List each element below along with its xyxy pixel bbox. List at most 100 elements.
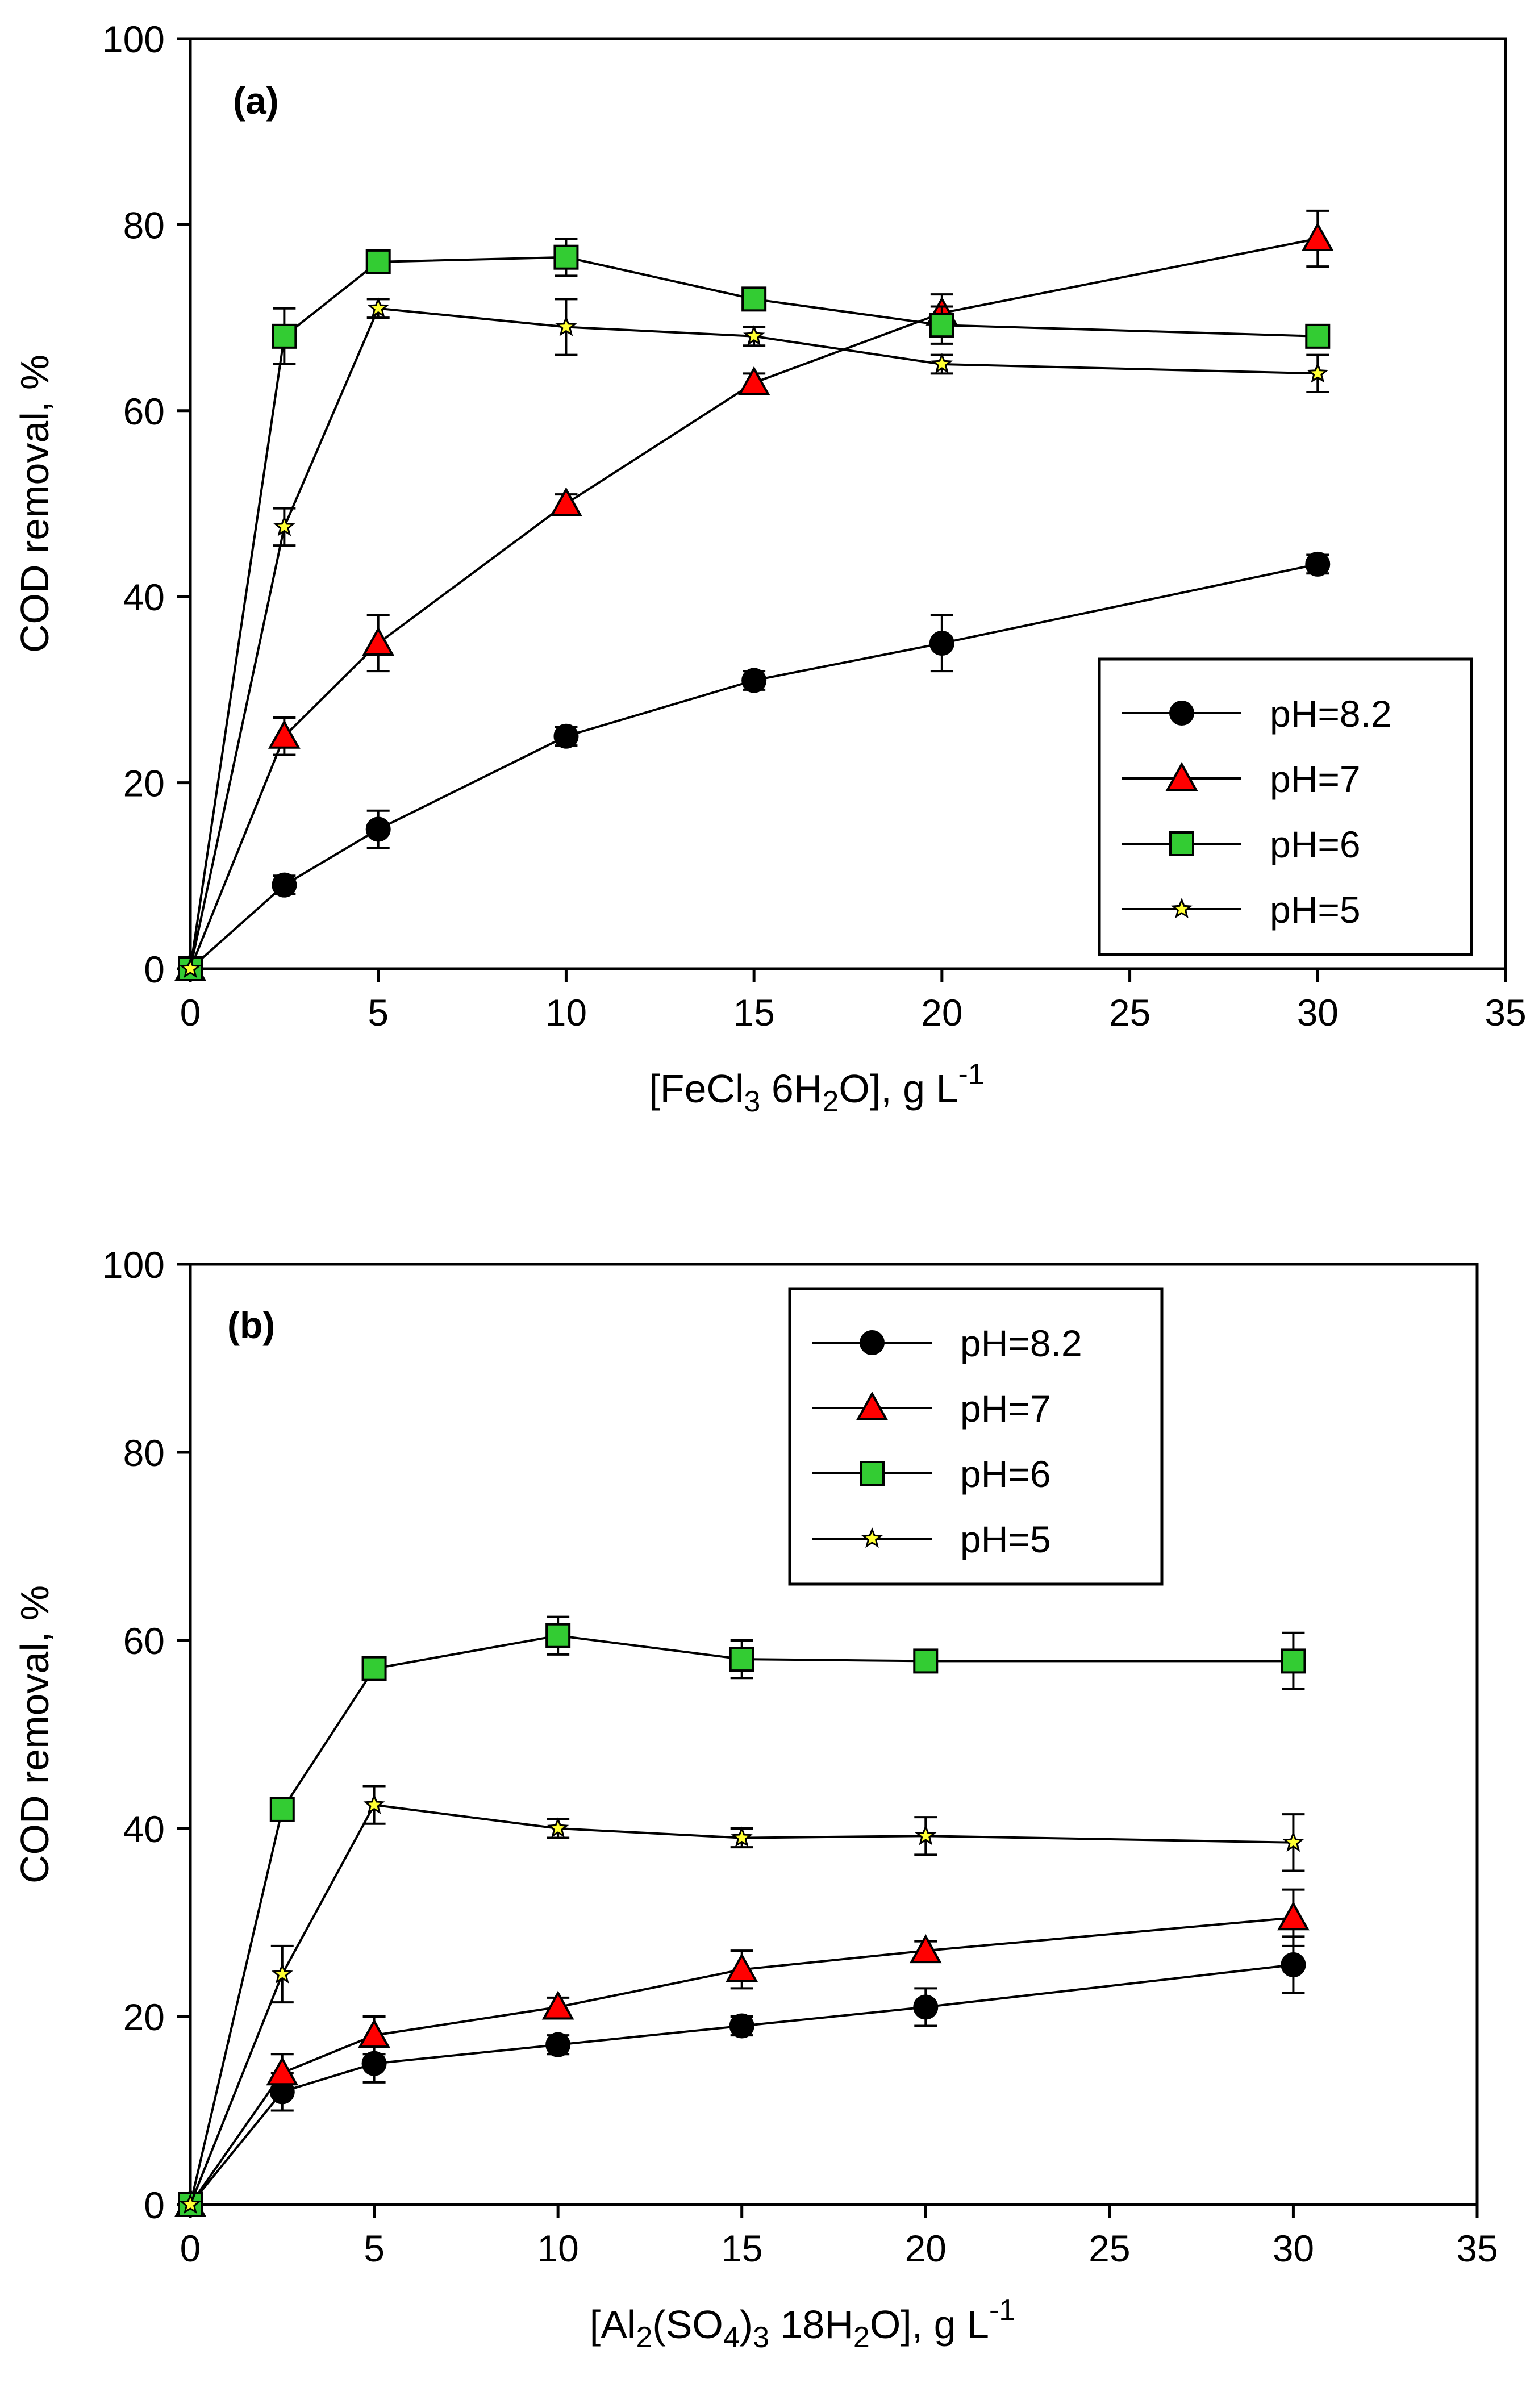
legend: pH=8.2 pH=7 pH=6 pH=5 — [1098, 657, 1473, 956]
data-point-triangle — [362, 626, 395, 656]
y-axis-title: COD removal, % — [12, 355, 57, 653]
legend-marker-circle — [1169, 701, 1194, 726]
x-axis-title-part: (SO — [652, 2302, 723, 2347]
data-point-square — [365, 249, 391, 274]
data-point-star — [271, 1963, 293, 1984]
x-tick-label: 25 — [1109, 991, 1150, 1034]
data-point-star — [555, 315, 577, 336]
legend-label: pH=7 — [960, 1388, 1051, 1430]
x-axis-title-part: ) — [740, 2302, 753, 2347]
legend-label: pH=8.2 — [960, 1322, 1082, 1364]
data-point-circle — [365, 816, 391, 842]
y-tick-label: 60 — [123, 1620, 165, 1662]
chart-panel-a: 0 5 10 15 20 25 30 35 0 20 40 60 80 100 COD removal, %… — [12, 18, 1527, 1118]
data-point-circle — [545, 2032, 571, 2057]
plot-frame — [189, 1263, 1479, 2206]
panel-label: (b) — [227, 1304, 275, 1346]
x-tick-label: 30 — [1273, 2227, 1314, 2269]
series-pH=5 — [179, 1785, 1305, 2214]
series-line — [189, 1803, 1294, 2205]
series-pH=8.2 — [178, 551, 1331, 981]
x-axis-title-part: 3 — [753, 2321, 769, 2354]
data-point-square — [1281, 1648, 1306, 1674]
series-line — [189, 1964, 1294, 2206]
legend-marker-star — [861, 1527, 883, 1548]
data-point-square — [361, 1656, 387, 1681]
legend-marker-triangle — [856, 1391, 889, 1420]
legend-box — [788, 1287, 1164, 1586]
x-tick-label: 35 — [1456, 2227, 1498, 2269]
y-tick-label: 20 — [123, 1996, 165, 2038]
data-point-triangle — [268, 719, 301, 749]
series-pH=6 — [178, 1615, 1306, 2217]
data-point-star — [547, 1817, 569, 1838]
series-line — [189, 1634, 1294, 2205]
x-axis-title-part: 18H — [769, 2302, 853, 2347]
legend-marker-square — [1169, 831, 1194, 856]
data-point-star — [1307, 362, 1329, 383]
x-tick-label: 10 — [545, 991, 587, 1034]
data-point-circle — [553, 723, 579, 749]
x-tick-label: 5 — [364, 2227, 385, 2269]
x-axis-title-part: [Al — [590, 2302, 636, 2347]
panel-label: (a) — [233, 80, 279, 122]
legend-marker-circle — [860, 1330, 885, 1355]
data-point-triangle — [541, 1990, 574, 2020]
data-point-star — [367, 297, 389, 318]
y-tick-label: 0 — [144, 2184, 165, 2226]
x-tick-label: 0 — [180, 991, 201, 1034]
data-point-star — [915, 1824, 937, 1845]
data-point-square — [269, 1797, 295, 1822]
y-tick-label: 20 — [123, 763, 165, 805]
data-point-star — [1282, 1831, 1304, 1852]
y-tick-label: 80 — [123, 1432, 165, 1474]
legend-marker-star — [1170, 897, 1193, 919]
x-axis-title: [FeCl3 6H2O], g L-1 — [649, 1058, 984, 1118]
data-point-star — [363, 1793, 385, 1814]
legend-marker-triangle — [1165, 761, 1198, 791]
x-tick-label: 20 — [921, 991, 962, 1034]
x-axis-title-part: 2 — [822, 1085, 839, 1118]
data-point-triangle — [1277, 1901, 1310, 1931]
data-point-star — [273, 515, 295, 536]
data-point-square — [741, 286, 767, 312]
legend-label: pH=6 — [1270, 823, 1361, 865]
x-axis-title-part: 2 — [636, 2321, 653, 2354]
data-point-square — [272, 323, 297, 349]
data-point-circle — [929, 631, 954, 656]
data-point-circle — [1281, 1952, 1306, 1977]
data-point-square — [545, 1623, 571, 1648]
x-axis-title-part: [FeCl — [649, 1066, 744, 1111]
series-pH=5 — [179, 297, 1329, 978]
data-point-circle — [913, 1994, 939, 2020]
data-point-triangle — [737, 366, 770, 395]
x-tick-label: 20 — [905, 2227, 947, 2269]
y-tick-label: 40 — [123, 576, 165, 618]
data-point-triangle — [1301, 222, 1334, 251]
x-axis-title-part: O], g L — [839, 1066, 958, 1111]
legend-marker-square — [860, 1461, 885, 1486]
data-point-square — [729, 1647, 754, 1672]
plot-frame — [189, 37, 1507, 970]
legend: pH=8.2 pH=7 pH=6 pH=5 — [788, 1287, 1164, 1586]
y-tick-label: 0 — [144, 948, 165, 990]
legend-label: pH=5 — [1270, 889, 1361, 931]
y-tick-label: 80 — [123, 204, 165, 246]
x-axis-title-part: 4 — [723, 2321, 740, 2354]
data-point-triangle — [266, 2056, 299, 2086]
data-point-triangle — [550, 487, 582, 516]
data-point-star — [179, 957, 202, 978]
data-point-circle — [361, 2051, 387, 2076]
x-axis-title-part: -1 — [989, 2294, 1015, 2327]
x-axis-title-part: 2 — [853, 2321, 870, 2354]
data-point-star — [179, 2193, 202, 2214]
x-tick-label: 35 — [1485, 991, 1526, 1034]
series-pH=7 — [174, 1888, 1310, 2217]
chart-panel-b: 0 5 10 15 20 25 30 35 0 20 40 60 80 100 COD removal, %… — [12, 1244, 1498, 2354]
legend-box — [1098, 657, 1473, 956]
data-point-square — [913, 1648, 939, 1674]
legend-label: pH=5 — [960, 1518, 1051, 1560]
x-tick-label: 25 — [1089, 2227, 1130, 2269]
x-tick-label: 5 — [368, 991, 389, 1034]
data-point-circle — [729, 2013, 754, 2039]
